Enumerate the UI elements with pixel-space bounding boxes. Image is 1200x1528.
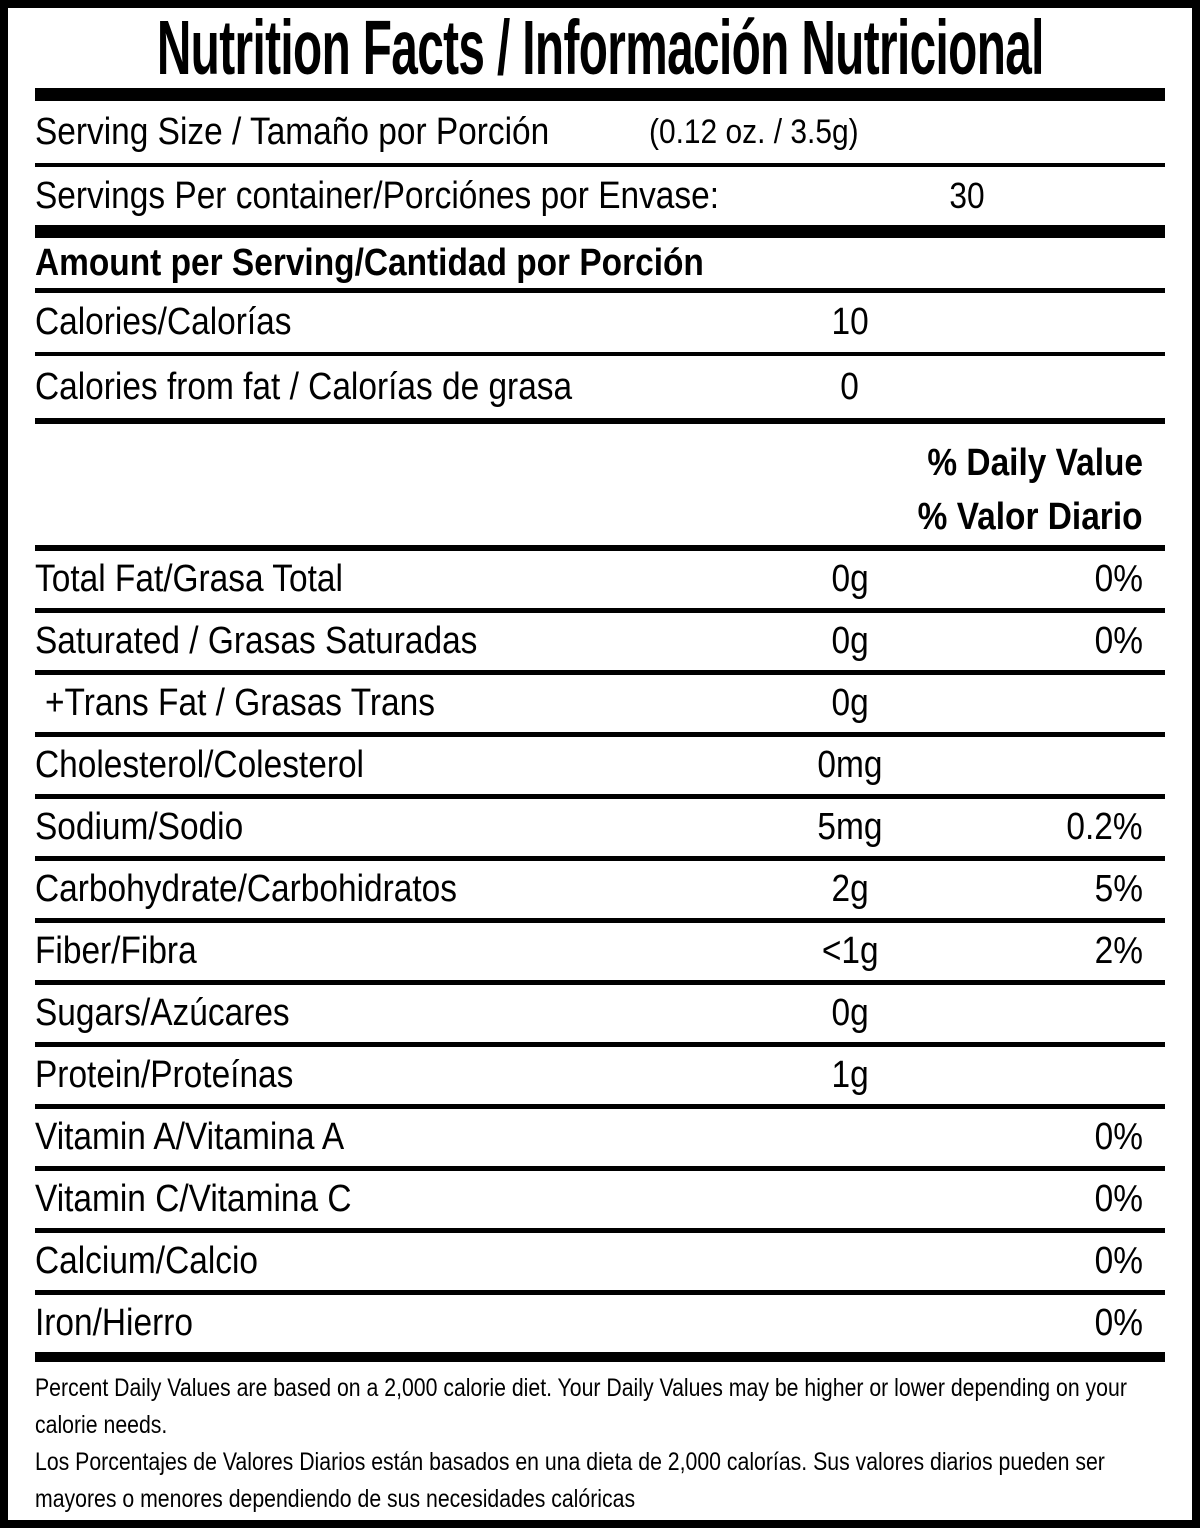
nutrient-label: Fiber/Fibra	[35, 930, 197, 972]
row-divider	[35, 288, 1165, 293]
row-divider	[35, 545, 1165, 551]
footnote-divider-bar	[35, 1352, 1165, 1362]
nutrient-amount: <1g	[821, 930, 879, 972]
daily-value-header-en: % Daily Value	[927, 442, 1143, 484]
calories-label: Calories/Calorías	[35, 301, 292, 343]
row-divider	[35, 1042, 1165, 1047]
daily-value-header-block: % Daily Value % Valor Diario	[35, 424, 1165, 545]
row-divider	[35, 1228, 1165, 1233]
nutrient-row: Carbohydrate/Carbohidratos 2g 5%	[35, 861, 1165, 918]
row-divider	[35, 418, 1165, 424]
label-title-row: Nutrition Facts / Información Nutriciona…	[35, 8, 1165, 88]
footnote-section: Percent Daily Values are based on a 2,00…	[35, 1362, 1165, 1518]
nutrient-row: +Trans Fat / Grasas Trans 0g	[35, 675, 1165, 732]
amount-per-serving-header-row: Amount per Serving/Cantidad por Porción	[35, 238, 1165, 288]
row-divider	[35, 352, 1165, 356]
nutrient-row: Vitamin C/Vitamina C 0%	[35, 1171, 1165, 1228]
calories-row: Calories/Calorías 10	[35, 293, 1165, 352]
label-title: Nutrition Facts / Información Nutriciona…	[156, 5, 1044, 91]
calories-from-fat-row: Calories from fat / Calorías de grasa 0	[35, 356, 1165, 418]
nutrient-amount: 0g	[831, 558, 869, 600]
row-divider	[35, 1290, 1165, 1295]
nutrient-daily-value: 0%	[1094, 1178, 1143, 1220]
amount-per-serving-header: Amount per Serving/Cantidad por Porción	[35, 241, 704, 284]
row-divider	[35, 163, 1165, 167]
nutrient-label: Protein/Proteínas	[35, 1054, 294, 1096]
nutrient-amount: 1g	[831, 1054, 869, 1096]
servings-per-container-row: Servings Per container/Porciónes por Env…	[35, 167, 1165, 225]
nutrient-daily-value: 0.2%	[1066, 806, 1143, 848]
servings-per-container-value: 30	[949, 175, 985, 216]
nutrient-row: Vitamin A/Vitamina A 0%	[35, 1109, 1165, 1166]
nutrient-label: +Trans Fat / Grasas Trans	[45, 682, 435, 724]
nutrient-row: Cholesterol/Colesterol 0mg	[35, 737, 1165, 794]
nutrient-row: Sodium/Sodio 5mg 0.2%	[35, 799, 1165, 856]
row-divider	[35, 794, 1165, 799]
section-divider-bar	[35, 225, 1165, 238]
nutrient-row: Saturated / Grasas Saturadas 0g 0%	[35, 613, 1165, 670]
row-divider	[35, 856, 1165, 861]
nutrient-label: Iron/Hierro	[35, 1302, 193, 1344]
nutrient-row: Sugars/Azúcares 0g	[35, 985, 1165, 1042]
nutrient-label: Cholesterol/Colesterol	[35, 744, 364, 786]
calories-value: 10	[831, 301, 869, 343]
nutrient-daily-value: 5%	[1094, 868, 1143, 910]
nutrient-rows-container: Total Fat/Grasa Total 0g 0% Saturated / Gra…	[35, 551, 1165, 1352]
nutrient-label: Carbohydrate/Carbohidratos	[35, 868, 457, 910]
servings-per-container-label: Servings Per container/Porciónes por Env…	[35, 174, 720, 217]
serving-size-row: Serving Size / Tamaño por Porción (0.12 …	[35, 101, 1165, 163]
row-divider	[35, 1104, 1165, 1109]
row-divider	[35, 1166, 1165, 1171]
row-divider	[35, 608, 1165, 613]
nutrient-daily-value: 0%	[1094, 1302, 1143, 1344]
footnote-spanish: Los Porcentajes de Valores Diarios están…	[35, 1448, 1105, 1513]
nutrient-amount: 0g	[831, 620, 869, 662]
nutrient-row: Total Fat/Grasa Total 0g 0%	[35, 551, 1165, 608]
nutrient-label: Vitamin C/Vitamina C	[35, 1178, 352, 1220]
nutrient-amount: 0g	[831, 682, 869, 724]
nutrient-daily-value: 0%	[1094, 620, 1143, 662]
nutrient-daily-value: 0%	[1094, 1116, 1143, 1158]
nutrient-amount: 5mg	[817, 806, 883, 848]
serving-size-label: Serving Size / Tamaño por Porción	[35, 110, 550, 153]
nutrient-row: Protein/Proteínas 1g	[35, 1047, 1165, 1104]
row-divider	[35, 670, 1165, 675]
nutrient-daily-value: 0%	[1094, 1240, 1143, 1282]
nutrient-label: Calcium/Calcio	[35, 1240, 258, 1282]
nutrient-daily-value: 2%	[1094, 930, 1143, 972]
serving-size-value: (0.12 oz. / 3.5g)	[649, 112, 859, 151]
calories-from-fat-label: Calories from fat / Calorías de grasa	[35, 365, 573, 408]
nutrient-amount: 0mg	[817, 744, 883, 786]
title-divider-bar	[35, 88, 1165, 101]
nutrient-row: Iron/Hierro 0%	[35, 1295, 1165, 1352]
row-divider	[35, 980, 1165, 985]
footnote-english: Percent Daily Values are based on a 2,00…	[35, 1374, 1127, 1439]
nutrient-row: Calcium/Calcio 0%	[35, 1233, 1165, 1290]
nutrient-label: Vitamin A/Vitamina A	[35, 1116, 345, 1158]
nutrient-row: Fiber/Fibra <1g 2%	[35, 923, 1165, 980]
row-divider	[35, 918, 1165, 923]
calories-from-fat-value: 0	[840, 365, 860, 408]
nutrient-amount: 0g	[831, 992, 869, 1034]
row-divider	[35, 732, 1165, 737]
nutrient-label: Sodium/Sodio	[35, 806, 244, 848]
nutrient-label: Sugars/Azúcares	[35, 992, 290, 1034]
daily-value-header-es: % Valor Diario	[918, 496, 1143, 538]
nutrient-daily-value: 0%	[1094, 558, 1143, 600]
nutrient-amount: 2g	[831, 868, 869, 910]
nutrient-label: Total Fat/Grasa Total	[35, 558, 343, 600]
nutrient-label: Saturated / Grasas Saturadas	[35, 620, 478, 662]
